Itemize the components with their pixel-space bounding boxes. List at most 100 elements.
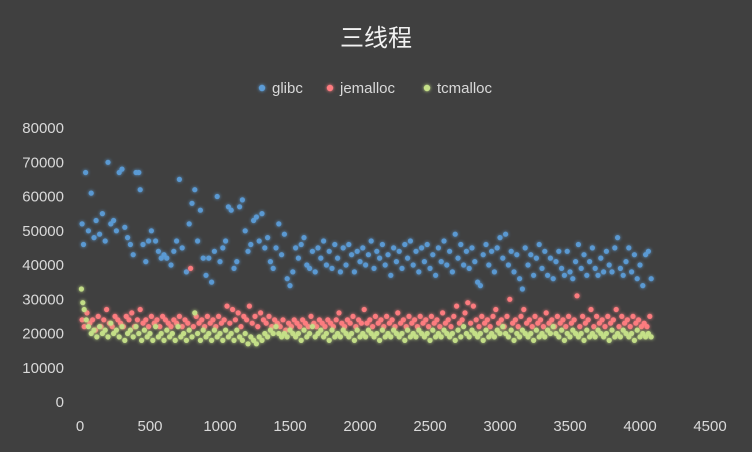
data-point-glibc: [368, 238, 374, 244]
data-point-jemalloc: [188, 265, 194, 271]
data-point-tcmalloc: [413, 334, 419, 340]
data-point-jemalloc: [493, 306, 499, 313]
data-point-tcmalloc: [242, 330, 248, 337]
data-point-glibc: [461, 262, 467, 268]
data-point-glibc: [211, 248, 217, 254]
data-point-glibc: [519, 286, 526, 292]
data-point-jemalloc: [258, 310, 264, 316]
data-point-jemalloc: [423, 317, 429, 323]
data-point-jemalloc: [280, 317, 286, 323]
data-point-glibc: [494, 245, 500, 251]
data-point-tcmalloc: [480, 337, 486, 343]
data-point-jemalloc: [470, 303, 476, 309]
data-point-tcmalloc: [116, 334, 122, 340]
data-point-jemalloc: [521, 306, 527, 313]
data-point-glibc: [273, 245, 279, 251]
legend-marker: [258, 84, 266, 92]
data-point-tcmalloc: [561, 337, 568, 343]
data-point-tcmalloc: [301, 327, 307, 333]
data-point-tcmalloc: [363, 334, 369, 340]
data-point-tcmalloc: [78, 286, 84, 292]
data-point-tcmalloc: [147, 330, 153, 337]
data-point-glibc: [589, 245, 596, 251]
data-point-tcmalloc: [351, 337, 357, 343]
data-point-jemalloc: [454, 303, 460, 309]
data-point-jemalloc: [255, 324, 261, 330]
data-point-glibc: [637, 262, 643, 268]
data-point-jemalloc: [448, 324, 454, 330]
data-point-glibc: [276, 221, 282, 227]
data-point-jemalloc: [350, 313, 356, 319]
data-point-glibc: [281, 231, 287, 237]
data-point-glibc: [203, 272, 209, 278]
legend-marker: [326, 84, 334, 92]
data-point-jemalloc: [137, 306, 143, 313]
data-point-glibc: [119, 166, 125, 172]
data-point-glibc: [427, 265, 433, 271]
data-point-glibc: [179, 245, 185, 251]
data-point-glibc: [290, 269, 296, 275]
data-point-jemalloc: [367, 317, 373, 323]
data-point-jemalloc: [473, 317, 479, 323]
data-point-jemalloc: [361, 306, 367, 313]
data-point-glibc: [455, 255, 461, 261]
y-tick-label: 60000: [22, 189, 64, 206]
data-point-glibc: [102, 238, 108, 244]
data-point-jemalloc: [95, 313, 101, 319]
data-point-jemalloc: [336, 310, 342, 316]
data-point-glibc: [164, 255, 170, 261]
data-point-tcmalloc: [130, 334, 136, 340]
data-point-jemalloc: [204, 313, 210, 319]
data-point-jemalloc: [216, 313, 222, 319]
data-point-glibc: [88, 190, 94, 196]
data-point-glibc: [340, 245, 346, 251]
data-point-glibc: [645, 248, 652, 254]
data-point-jemalloc: [148, 313, 154, 319]
data-point-tcmalloc: [265, 334, 271, 340]
data-point-jemalloc: [190, 324, 196, 330]
data-point-tcmalloc: [295, 330, 301, 337]
data-point-jemalloc: [210, 317, 216, 323]
data-point-jemalloc: [417, 313, 423, 319]
data-point-jemalloc: [244, 317, 250, 323]
data-point-glibc: [578, 265, 584, 271]
data-point-glibc: [514, 252, 520, 258]
data-point-glibc: [155, 248, 161, 254]
data-point-tcmalloc: [427, 337, 433, 343]
data-point-glibc: [536, 241, 542, 248]
data-point-tcmalloc: [517, 334, 523, 340]
data-point-glibc: [463, 248, 469, 254]
data-point-glibc: [146, 238, 152, 244]
data-point-glibc: [351, 269, 357, 275]
data-point-glibc: [522, 245, 528, 251]
data-point-tcmalloc: [192, 310, 198, 316]
data-point-glibc: [171, 248, 177, 254]
data-point-glibc: [508, 248, 514, 254]
data-point-glibc: [318, 255, 324, 261]
data-point-jemalloc: [602, 324, 608, 330]
y-axis-ticks: 0 10000 20000 30000 40000 50000 60000 70000 8000…: [22, 120, 64, 411]
data-point-glibc: [143, 259, 149, 265]
data-point-jemalloc: [630, 313, 636, 319]
data-point-glibc: [228, 207, 234, 213]
data-point-tcmalloc: [175, 324, 181, 330]
data-point-tcmalloc: [634, 327, 640, 333]
data-point-tcmalloc: [449, 330, 455, 337]
data-point-jemalloc: [246, 303, 252, 309]
data-point-glibc: [382, 262, 388, 268]
data-point-glibc: [122, 224, 128, 230]
y-tick-label: 50000: [22, 223, 64, 240]
data-point-tcmalloc: [256, 334, 262, 340]
data-point-glibc: [531, 272, 537, 278]
data-point-tcmalloc: [617, 334, 624, 340]
data-point-glibc: [363, 262, 369, 268]
data-point-glibc: [477, 283, 483, 289]
data-point-glibc: [416, 269, 422, 275]
x-axis-ticks: 0 500 1000 1500 2000 2500 3000 3500 4000 4500: [76, 418, 727, 435]
data-point-jemalloc: [610, 317, 617, 323]
legend: glibc jemalloc tcmalloc: [258, 80, 493, 97]
data-point-jemalloc: [479, 313, 485, 319]
data-point-jemalloc: [476, 324, 482, 330]
data-point-glibc: [186, 221, 192, 227]
data-point-glibc: [539, 265, 545, 271]
